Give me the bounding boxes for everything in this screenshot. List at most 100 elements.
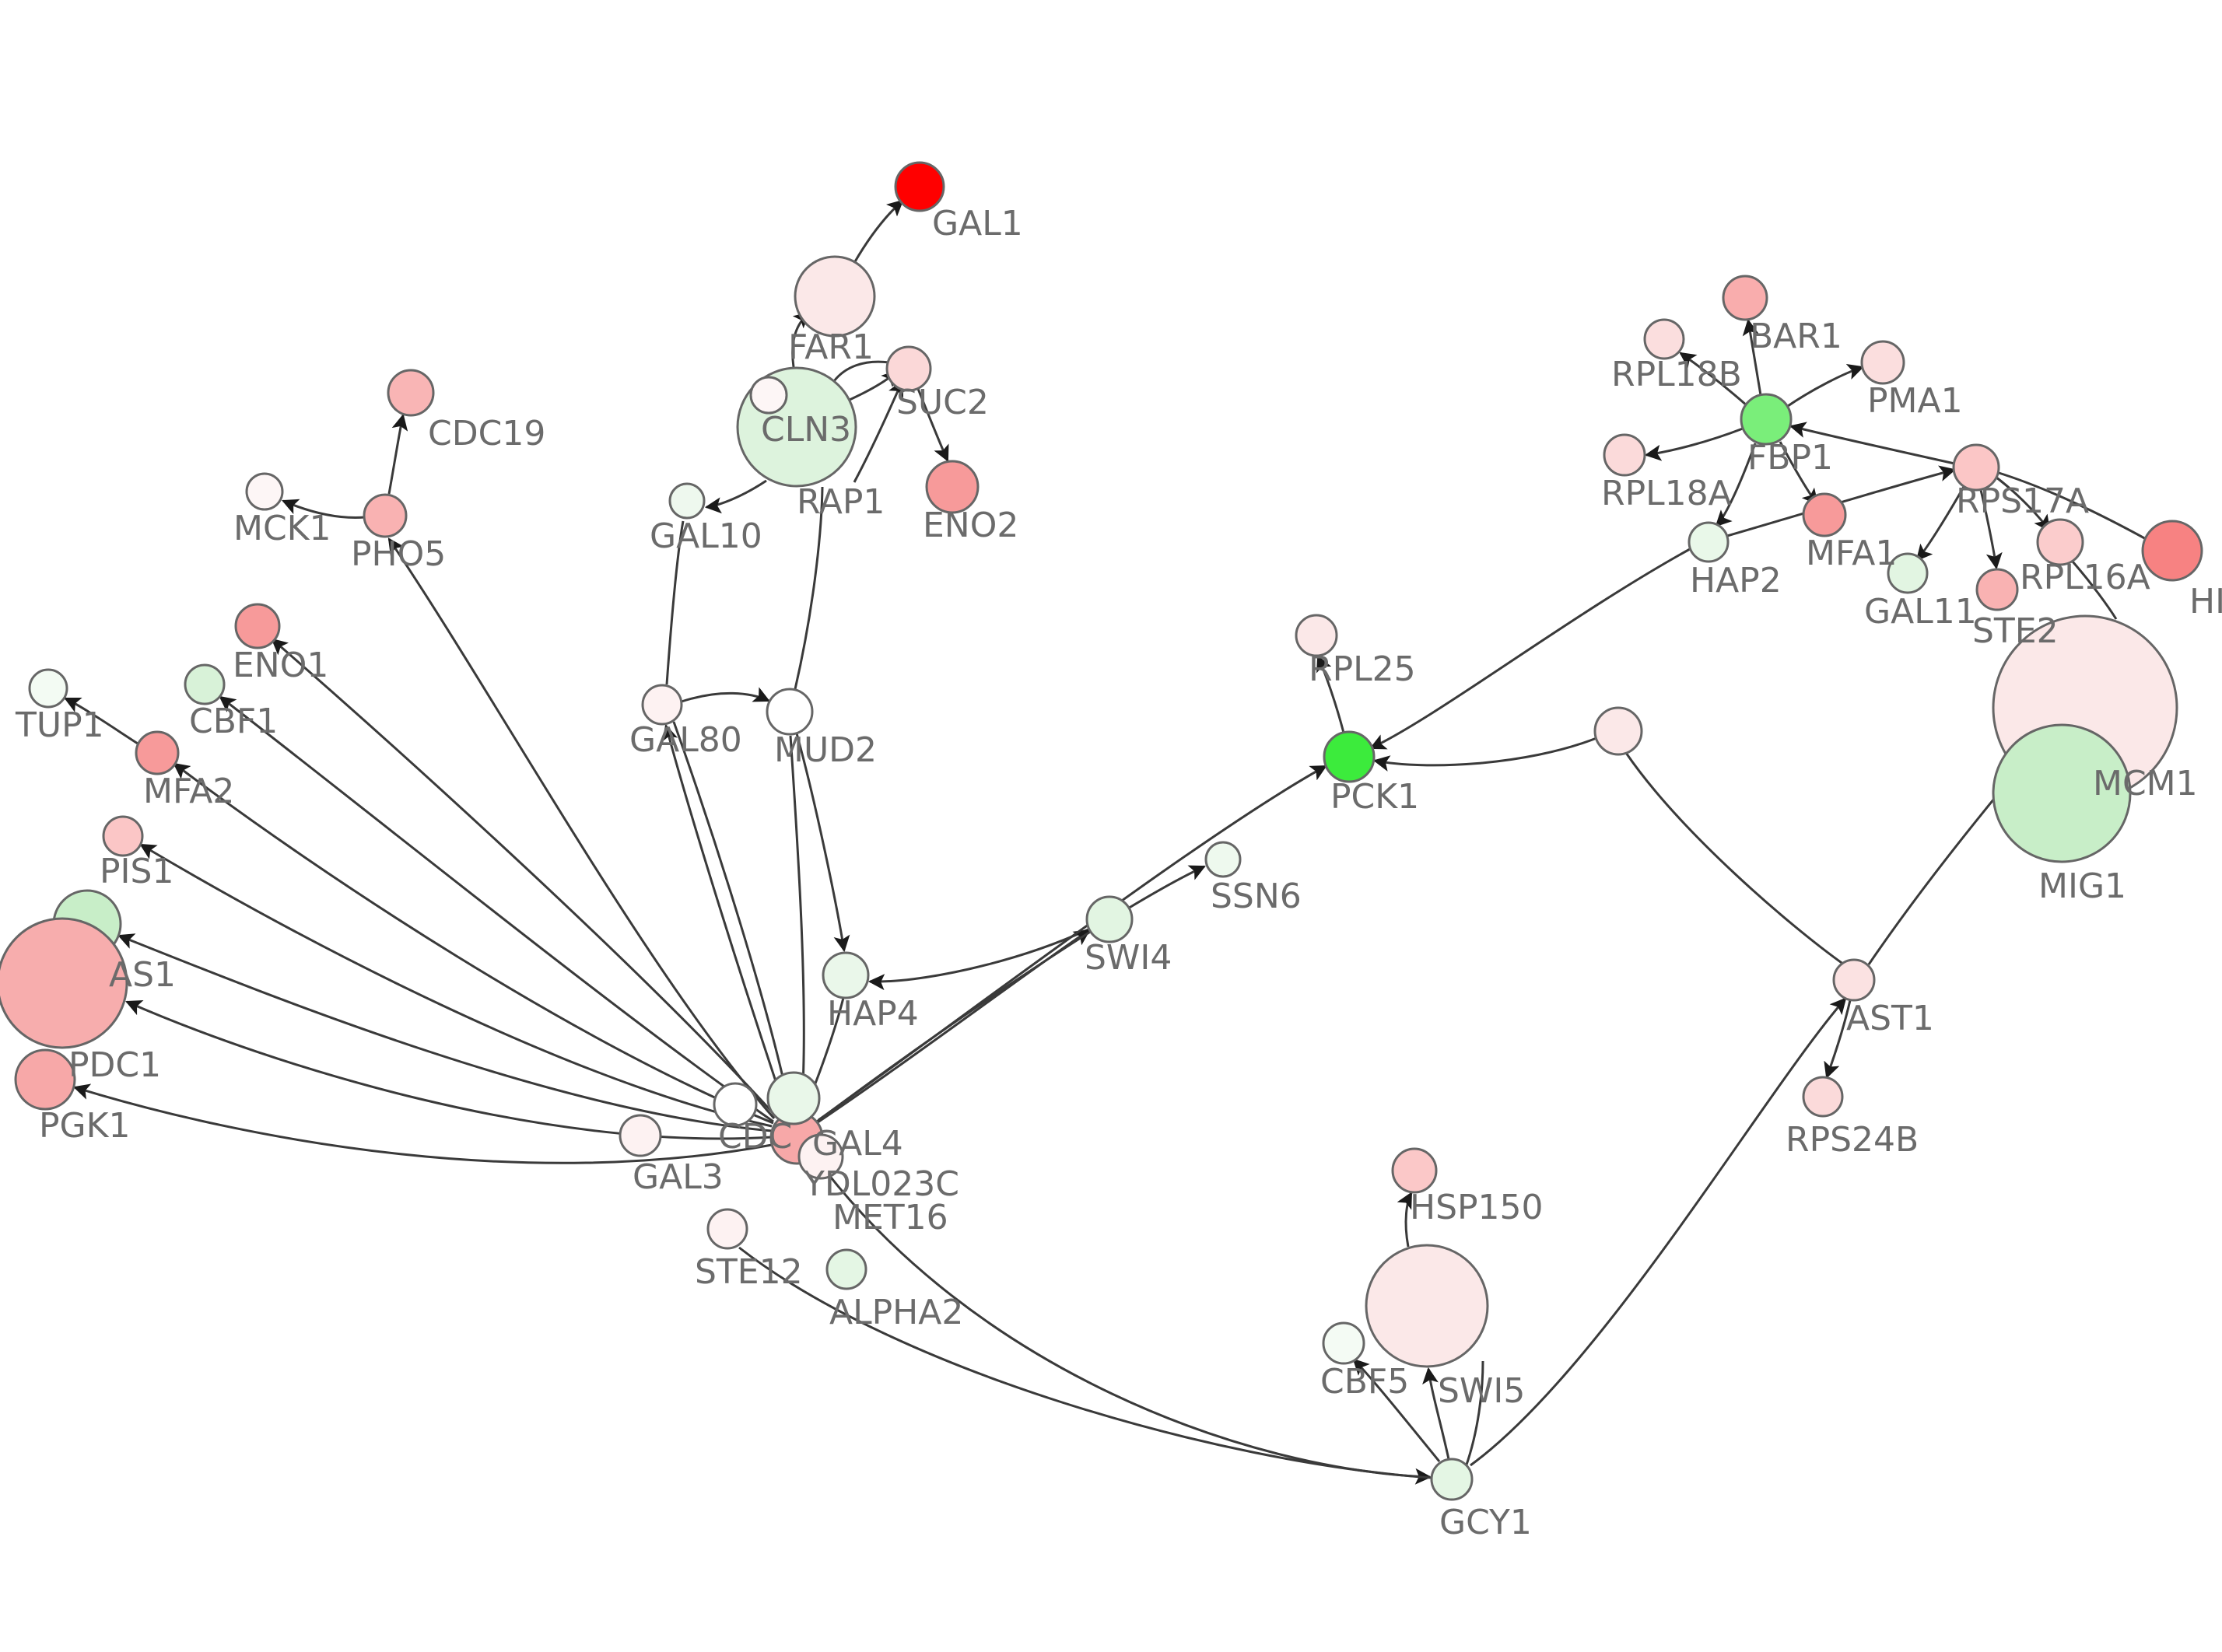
node-label-PIS1: PIS1: [100, 852, 173, 891]
node-label-PMA1: PMA1: [1867, 381, 1963, 421]
edge-HAP2-to-PCK1B: [1369, 548, 1691, 750]
node-label-GAL11: GAL11: [1864, 592, 1977, 632]
edge-FBP1-to-PMA1: [1785, 364, 1864, 409]
node-MCK1[interactable]: [245, 472, 284, 511]
node-PDC1[interactable]: [0, 917, 128, 1049]
node-label-HIS4: HIS4: [2189, 582, 2222, 621]
node-label-RPL25: RPL25: [1309, 649, 1416, 689]
node-GAL4G[interactable]: [766, 1071, 821, 1125]
node-ALPHA2[interactable]: [825, 1248, 867, 1290]
label-layer: GAL1 FAR1 SUC2 ENO2 CLN3 RAP1 GAL10 CDC19 MCK1 PH…: [15, 204, 2222, 1542]
edge-GCY1-to-SWI5: [1422, 1367, 1450, 1460]
node-CBF5[interactable]: [1322, 1321, 1365, 1365]
node-STE12[interactable]: [706, 1208, 748, 1250]
node-YDL023C[interactable]: [797, 1133, 844, 1180]
edge-SUC2-to-CLN3: [832, 360, 890, 382]
node-label-AST1: AST1: [1846, 999, 1934, 1038]
node-label-HAP2: HAP2: [1690, 561, 1782, 600]
node-CBF1[interactable]: [184, 663, 226, 705]
edge-GAL80-to-GAL10: [665, 520, 685, 685]
node-PHO5[interactable]: [363, 493, 408, 538]
node-label-RPS17A: RPS17A: [1956, 481, 2089, 521]
node-label-MFA2: MFA2: [143, 772, 234, 811]
node-GAL80[interactable]: [641, 684, 683, 726]
node-ENO1[interactable]: [234, 603, 281, 649]
edge-GAL4-to-MUD2: [789, 735, 805, 1114]
node-PIS1[interactable]: [102, 815, 144, 857]
node-CDC[interactable]: [713, 1082, 758, 1127]
edge-FAR1-to-GAL1: [853, 199, 904, 264]
node-label-SUC2: SUC2: [896, 383, 989, 422]
node-RPS24B[interactable]: [1802, 1076, 1844, 1118]
node-label-SSN6: SSN6: [1211, 877, 1302, 916]
edge-GAL4-to-PGK1: [72, 1083, 773, 1164]
node-label-MFA1: MFA1: [1806, 534, 1897, 573]
edge-MFA2-to-TUP1: [64, 697, 138, 745]
node-MIG1[interactable]: [1992, 723, 2132, 863]
edge-HUB1-to-AST1: [1624, 752, 1845, 966]
node-PCK1[interactable]: [1323, 730, 1376, 783]
edge-FBP1-to-RPL18A: [1644, 427, 1744, 461]
node-PMA1[interactable]: [1860, 340, 1905, 385]
edge-CLN3-to-GAL10: [704, 479, 767, 514]
node-label-ENO2: ENO2: [923, 506, 1018, 545]
node-HAP4[interactable]: [822, 951, 870, 999]
node-label-HSP150: HSP150: [1410, 1188, 1544, 1227]
node-MFA1[interactable]: [1802, 492, 1847, 537]
node-CLN3B[interactable]: [749, 376, 788, 415]
node-label-GAL4: GAL4: [812, 1124, 903, 1164]
node-label-FAR1: FAR1: [788, 327, 874, 367]
node-AST1[interactable]: [1832, 958, 1876, 1002]
edge-GAL80-to-MUD2: [681, 687, 770, 703]
node-HAP2[interactable]: [1688, 521, 1730, 563]
edge-PHO5-to-CDC19: [387, 413, 408, 495]
node-CDC19[interactable]: [387, 369, 435, 417]
edge-PCK1-to-RPL25: [1316, 655, 1345, 733]
node-RPL18B[interactable]: [1643, 318, 1685, 360]
node-TUP1[interactable]: [28, 668, 68, 709]
node-MUD2[interactable]: [766, 688, 814, 736]
node-label-PHO5: PHO5: [351, 534, 446, 574]
node-RPS17A[interactable]: [1952, 443, 2000, 492]
node-GAL3[interactable]: [619, 1114, 662, 1157]
node-ENO2[interactable]: [925, 460, 980, 514]
node-label-BAR1: BAR1: [1750, 317, 1842, 356]
node-label-RAP1: RAP1: [797, 482, 885, 522]
node-HUB1[interactable]: [1593, 706, 1643, 756]
node-label-TUP1: TUP1: [15, 705, 104, 745]
node-label-SWI5: SWI5: [1438, 1371, 1525, 1411]
edge-SWI5-to-HSP150: [1397, 1192, 1413, 1248]
node-RPL25[interactable]: [1295, 614, 1338, 657]
edge-MUD2-to-CLN3: [794, 486, 824, 690]
edge-RPS17A-to-GAL11: [1915, 486, 1965, 562]
node-PGK1[interactable]: [14, 1048, 76, 1111]
edge-GAL80-to-GAL4: [672, 721, 792, 1113]
node-SUC2[interactable]: [885, 345, 932, 392]
node-label-CDC: CDC: [718, 1117, 792, 1157]
node-HIS4[interactable]: [2141, 520, 2203, 582]
edge-GCY1-to-AST1: [1470, 997, 1847, 1467]
node-RPL16A[interactable]: [2036, 518, 2084, 566]
node-RPL18A[interactable]: [1603, 433, 1646, 477]
node-FAR1[interactable]: [794, 255, 876, 338]
node-GAL1[interactable]: [894, 161, 945, 212]
edge-RPL16A-to-MCM1: [2071, 561, 2118, 620]
edge-RAP1-to-SUC2: [853, 380, 904, 483]
node-GAL10[interactable]: [668, 482, 706, 520]
node-label-MCM1: MCM1: [2093, 764, 2198, 803]
node-STE2[interactable]: [1975, 568, 2019, 611]
node-SSN6[interactable]: [1204, 841, 1242, 878]
node-MFA2[interactable]: [135, 730, 180, 775]
edge-GCY1-to-SWI5B: [1464, 1360, 1484, 1468]
node-label-ENO1: ENO1: [233, 646, 328, 685]
node-SWI5[interactable]: [1365, 1244, 1489, 1368]
node-HSP150[interactable]: [1391, 1147, 1438, 1194]
edge-GAL4-to-GAS1: [117, 933, 773, 1132]
edge-FBP1-to-HAP2: [1715, 443, 1757, 527]
node-SWI4[interactable]: [1085, 895, 1134, 943]
node-GAL11[interactable]: [1887, 552, 1929, 594]
node-FBP1[interactable]: [1740, 393, 1793, 446]
node-GCY1[interactable]: [1430, 1458, 1474, 1501]
edge-GAL4-to-GAL80: [661, 723, 788, 1115]
node-BAR1[interactable]: [1722, 275, 1768, 321]
